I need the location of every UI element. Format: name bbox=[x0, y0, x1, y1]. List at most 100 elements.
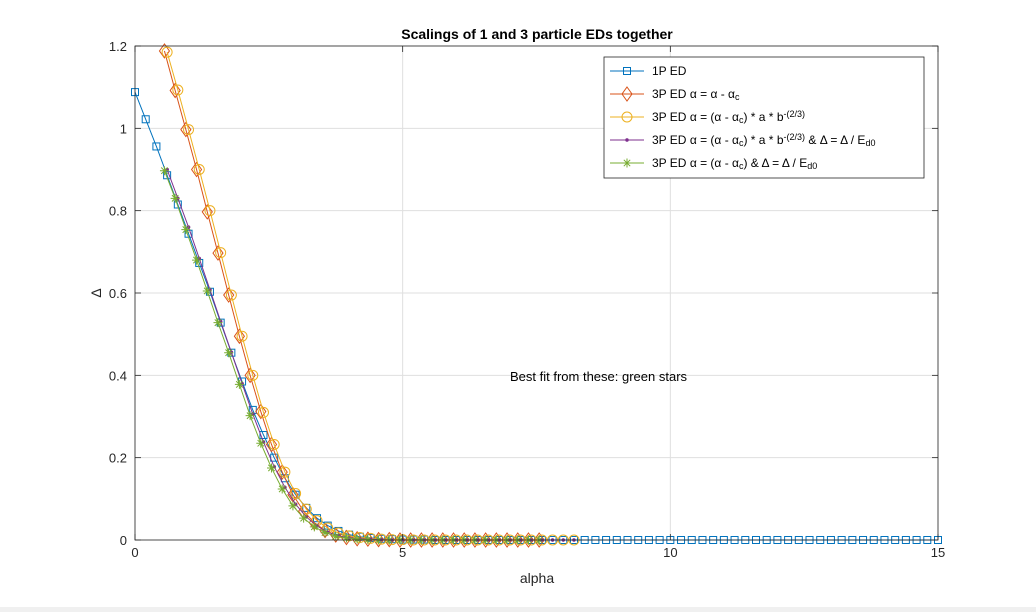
legend-label-part: 3P ED bbox=[652, 110, 690, 124]
series-layer bbox=[131, 43, 942, 548]
data-point bbox=[213, 318, 223, 328]
legend-label-part: Δ bbox=[840, 133, 848, 147]
data-point bbox=[320, 528, 330, 538]
legend-label-part: ) * a * b bbox=[743, 133, 783, 147]
data-point bbox=[277, 484, 287, 494]
annotation-text: Best fit from these: green stars bbox=[510, 369, 688, 384]
x-tick-label: 15 bbox=[931, 545, 945, 560]
legend-label-part: / E bbox=[847, 133, 865, 147]
y-tick-label: 0.4 bbox=[109, 368, 127, 383]
legend-entry[interactable]: 3P ED α = (α - αc) & Δ = Δ / Ed0 bbox=[610, 156, 817, 171]
legend-label-part: c bbox=[739, 115, 744, 125]
data-point bbox=[259, 431, 268, 440]
data-point bbox=[201, 204, 213, 220]
legend-label-part: -(2/3) bbox=[784, 132, 806, 142]
legend-label-part: 1P ED bbox=[652, 64, 687, 78]
legend-label-part: α bbox=[732, 156, 739, 170]
legend-label-part: α bbox=[690, 133, 697, 147]
legend-label-part: - bbox=[721, 156, 732, 170]
y-tick-label: 0 bbox=[120, 533, 127, 548]
data-point bbox=[169, 82, 181, 99]
data-point bbox=[141, 115, 150, 124]
legend-label-part: = ( bbox=[697, 133, 715, 147]
data-point bbox=[190, 161, 203, 178]
legend-label: 3P ED α = α - αc bbox=[652, 87, 740, 102]
data-point bbox=[290, 487, 302, 499]
legend-label-part: = ( bbox=[697, 110, 715, 124]
legend-label-part: 3P ED bbox=[652, 87, 690, 101]
legend-label: 3P ED α = (α - αc) * a * b-(2/3) & Δ = Δ… bbox=[652, 132, 875, 148]
data-point bbox=[192, 255, 202, 265]
data-point bbox=[212, 245, 224, 261]
data-point bbox=[279, 466, 291, 478]
data-point bbox=[245, 411, 255, 421]
legend-label-part: c bbox=[735, 92, 740, 102]
legend-swatch-marker bbox=[622, 158, 632, 168]
data-point bbox=[265, 436, 278, 453]
legend-label: 1P ED bbox=[652, 64, 687, 78]
legend-label-part: α bbox=[714, 133, 721, 147]
data-point bbox=[159, 166, 169, 176]
data-point bbox=[288, 501, 298, 511]
y-tick-label: 0.8 bbox=[109, 204, 127, 219]
data-point bbox=[300, 503, 312, 515]
data-point bbox=[276, 464, 288, 480]
legend-label-part: -(2/3) bbox=[784, 109, 806, 119]
legend-label-part: Δ bbox=[782, 156, 790, 170]
legend-label-part: α bbox=[690, 110, 697, 124]
legend-swatch-marker bbox=[625, 138, 629, 142]
data-point bbox=[193, 164, 205, 175]
data-point bbox=[332, 527, 344, 539]
data-point bbox=[309, 522, 319, 532]
legend-entry[interactable]: 3P ED α = (α - αc) * a * b-(2/3) & Δ = Δ… bbox=[610, 132, 875, 148]
data-point bbox=[170, 193, 180, 203]
data-point bbox=[363, 535, 373, 545]
legend-label-part: 3P ED bbox=[652, 133, 690, 147]
data-point bbox=[172, 84, 184, 96]
legend-entry[interactable]: 3P ED α = α - αc bbox=[610, 86, 740, 102]
legend-label-part: = ( bbox=[697, 156, 715, 170]
legend-label-part: = bbox=[697, 87, 711, 101]
data-point bbox=[158, 43, 171, 59]
data-point bbox=[181, 225, 191, 235]
data-point bbox=[233, 328, 246, 345]
data-point bbox=[365, 532, 377, 544]
data-point bbox=[202, 286, 212, 296]
legend-label-part: - bbox=[721, 133, 732, 147]
legend-label: 3P ED α = (α - αc) * a * b-(2/3) bbox=[652, 109, 805, 125]
data-point bbox=[257, 406, 269, 418]
legend-label-part: c bbox=[739, 138, 744, 148]
data-point bbox=[256, 438, 266, 448]
data-point bbox=[352, 534, 362, 544]
legend-label: 3P ED α = (α - αc) & Δ = Δ / Ed0 bbox=[652, 156, 817, 171]
legend-label-part: - bbox=[717, 87, 728, 101]
legend-label-part: 3P ED bbox=[652, 156, 690, 170]
data-point bbox=[255, 403, 267, 420]
x-axis-label: alpha bbox=[520, 570, 554, 586]
data-point bbox=[161, 46, 173, 58]
legend-label-part: = bbox=[769, 156, 782, 170]
legend-label-part: & bbox=[805, 133, 820, 147]
x-tick-label: 5 bbox=[399, 545, 406, 560]
legend-label-part: α bbox=[732, 110, 739, 124]
legend-label-part: d0 bbox=[865, 138, 875, 148]
legend-entry[interactable]: 1P ED bbox=[610, 64, 687, 78]
y-axis-label: Δ bbox=[88, 288, 104, 297]
legend-label-part: = bbox=[827, 133, 840, 147]
y-tick-label: 0.6 bbox=[109, 286, 127, 301]
legend-label-part: ) * a * b bbox=[743, 110, 783, 124]
legend-swatch-marker bbox=[623, 67, 631, 75]
legend-entry[interactable]: 3P ED α = (α - αc) * a * b-(2/3) bbox=[610, 109, 805, 125]
data-point bbox=[180, 121, 192, 138]
legend-label-part: ) & bbox=[743, 156, 761, 170]
data-point bbox=[299, 513, 309, 523]
legend-label-part: Δ bbox=[761, 156, 769, 170]
data-point bbox=[223, 287, 235, 303]
data-point bbox=[152, 142, 161, 151]
y-tick-label: 1.2 bbox=[109, 39, 127, 54]
x-tick-label: 0 bbox=[131, 545, 138, 560]
legend-label-part: α bbox=[710, 87, 717, 101]
data-point bbox=[268, 438, 280, 450]
